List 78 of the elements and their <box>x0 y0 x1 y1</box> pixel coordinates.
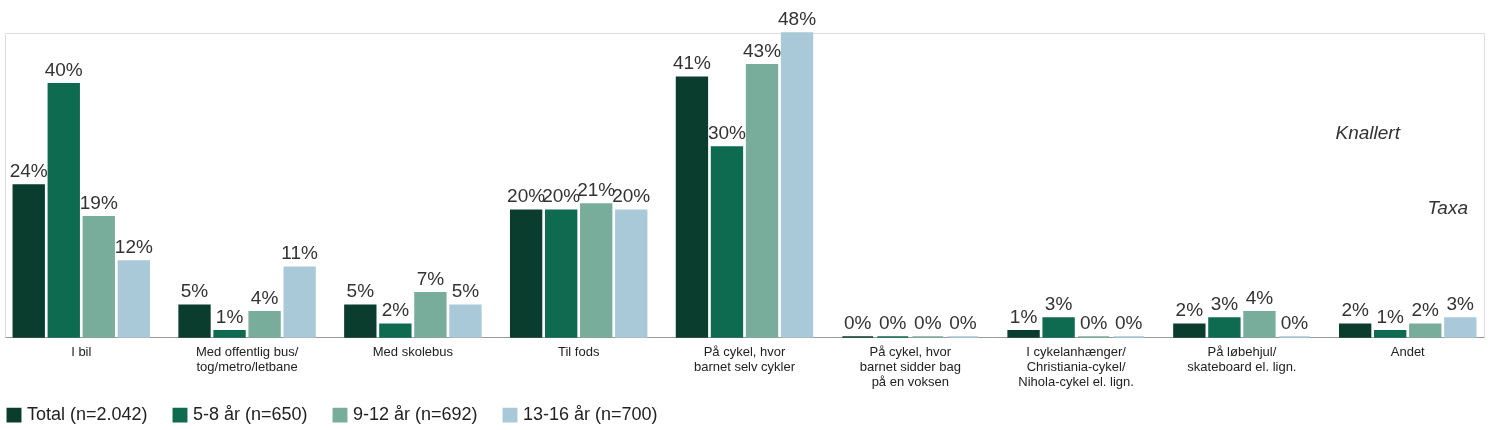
data-label: 5% <box>180 280 209 302</box>
bar <box>178 304 211 338</box>
data-label: 3% <box>1044 293 1073 314</box>
bar <box>47 82 80 338</box>
x-tick-label: På løbehjul/ skateboard el. lign. <box>1187 343 1297 374</box>
bar <box>213 329 246 338</box>
data-label: 48% <box>778 8 817 29</box>
data-label: 2% <box>381 299 410 321</box>
data-label: 0% <box>914 312 942 333</box>
data-label: 5% <box>346 280 375 302</box>
data-label: 1% <box>1009 305 1038 327</box>
data-label: 2% <box>1411 299 1440 321</box>
bar <box>1042 317 1075 338</box>
data-label: 24% <box>9 160 48 181</box>
bar <box>545 209 578 338</box>
data-label: 4% <box>1245 286 1274 308</box>
data-label: 0% <box>1280 312 1309 333</box>
data-label: 40% <box>44 58 83 80</box>
data-label: 19% <box>79 191 118 213</box>
data-label: 1% <box>1376 305 1405 327</box>
bar <box>1409 323 1442 338</box>
data-label: 4% <box>250 286 279 308</box>
bar <box>379 323 412 338</box>
bar <box>1208 317 1241 338</box>
data-label: 30% <box>707 122 747 143</box>
bar <box>615 209 648 338</box>
data-label: 0% <box>1079 312 1108 333</box>
legend-label: 5-8 år (n=650) <box>193 404 308 425</box>
data-label: 3% <box>1210 293 1239 314</box>
bar <box>1243 310 1276 338</box>
annotation: Knallert <box>1335 122 1401 143</box>
data-label: 0% <box>879 312 907 333</box>
data-label: 5% <box>451 280 480 302</box>
bar <box>1374 329 1407 338</box>
bar <box>675 76 709 338</box>
data-label: 12% <box>114 236 153 257</box>
bar <box>449 304 482 338</box>
bar <box>1444 317 1477 338</box>
x-tick-label: På cykel, hvor barnet sidder bag på en voksen <box>859 343 961 389</box>
bar <box>509 209 543 338</box>
bar <box>1007 329 1040 338</box>
bar <box>1173 323 1206 338</box>
bar <box>780 32 814 338</box>
data-label: 2% <box>1341 299 1369 321</box>
legend-label: 9-12 år (n=692) <box>353 404 478 425</box>
x-tick-label: Til fods <box>557 343 600 359</box>
bar <box>248 310 281 338</box>
legend-label: 13-16 år (n=700) <box>523 404 658 425</box>
bar <box>745 63 779 338</box>
x-tick-label: Med skolebus <box>372 343 454 359</box>
data-label: 0% <box>1114 312 1143 333</box>
x-tick-label: I cykelanhænger/ Christiania-cykel/ Nihola-cykel el. lign. <box>1018 343 1134 389</box>
bar <box>710 146 744 338</box>
data-label: 7% <box>416 267 445 289</box>
bar <box>283 266 316 338</box>
data-label: 1% <box>215 305 244 327</box>
x-tick-label: Andet <box>1390 343 1426 359</box>
bar <box>414 291 447 338</box>
bar <box>580 203 613 338</box>
bar <box>12 184 45 338</box>
data-label: 0% <box>844 312 872 333</box>
bar <box>82 215 115 338</box>
data-label: 11% <box>281 242 319 264</box>
bar <box>1339 323 1372 338</box>
data-label: 20% <box>507 185 546 207</box>
annotation: Taxa <box>1427 197 1468 218</box>
data-label: 0% <box>949 312 977 333</box>
data-label: 43% <box>743 39 782 61</box>
x-tick-label: På cykel, hvor barnet selv cykler <box>693 343 796 374</box>
x-tick-label: I bil <box>71 343 92 359</box>
data-label: 3% <box>1446 293 1475 314</box>
data-label: 2% <box>1175 299 1204 321</box>
data-label: 41% <box>672 52 712 74</box>
bar <box>344 304 377 338</box>
legend-label: Total (n=2.042) <box>27 404 148 425</box>
x-tick-label: Med offentlig bus/ tog/metro/letbane <box>195 343 299 374</box>
data-label: 20% <box>612 185 651 207</box>
bar <box>117 260 150 338</box>
